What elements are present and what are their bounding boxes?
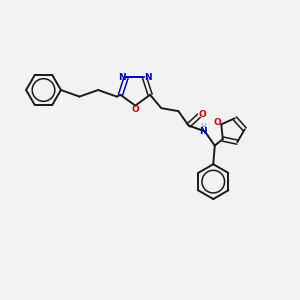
Text: O: O [214, 118, 221, 127]
Text: H: H [200, 123, 206, 132]
Text: O: O [198, 110, 206, 119]
Text: N: N [118, 73, 126, 82]
Text: O: O [131, 105, 139, 114]
Text: N: N [145, 73, 152, 82]
Text: N: N [200, 127, 207, 136]
